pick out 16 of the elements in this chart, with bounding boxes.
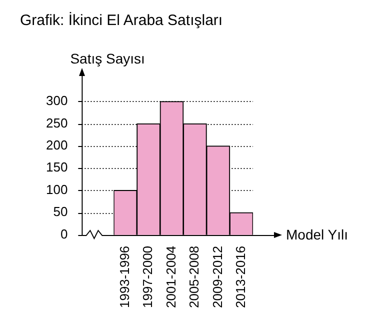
x-tick-label: 2013-2016 bbox=[232, 246, 248, 308]
y-tick-label: 0 bbox=[60, 226, 68, 242]
y-axis-title: Satış Sayısı bbox=[70, 50, 145, 67]
x-tick-label: 2005-2008 bbox=[186, 246, 202, 308]
chart-title: Grafik: İkinci El Araba Satışları bbox=[20, 12, 224, 29]
y-tick-label: 200 bbox=[46, 138, 68, 153]
y-tick-label: 150 bbox=[46, 160, 68, 175]
x-tick-label: 1997-2000 bbox=[140, 246, 156, 308]
y-tick-label: 250 bbox=[46, 115, 68, 130]
x-tick-label: 1993-1996 bbox=[116, 246, 132, 308]
y-tick-label: 100 bbox=[46, 182, 68, 197]
x-tick-label: 2001-2004 bbox=[163, 246, 178, 308]
x-tick-label: 2009-2012 bbox=[210, 246, 225, 308]
y-tick-label: 300 bbox=[46, 93, 68, 108]
y-tick-label: 50 bbox=[53, 204, 68, 220]
x-axis-title: Model Yılı bbox=[286, 226, 348, 242]
